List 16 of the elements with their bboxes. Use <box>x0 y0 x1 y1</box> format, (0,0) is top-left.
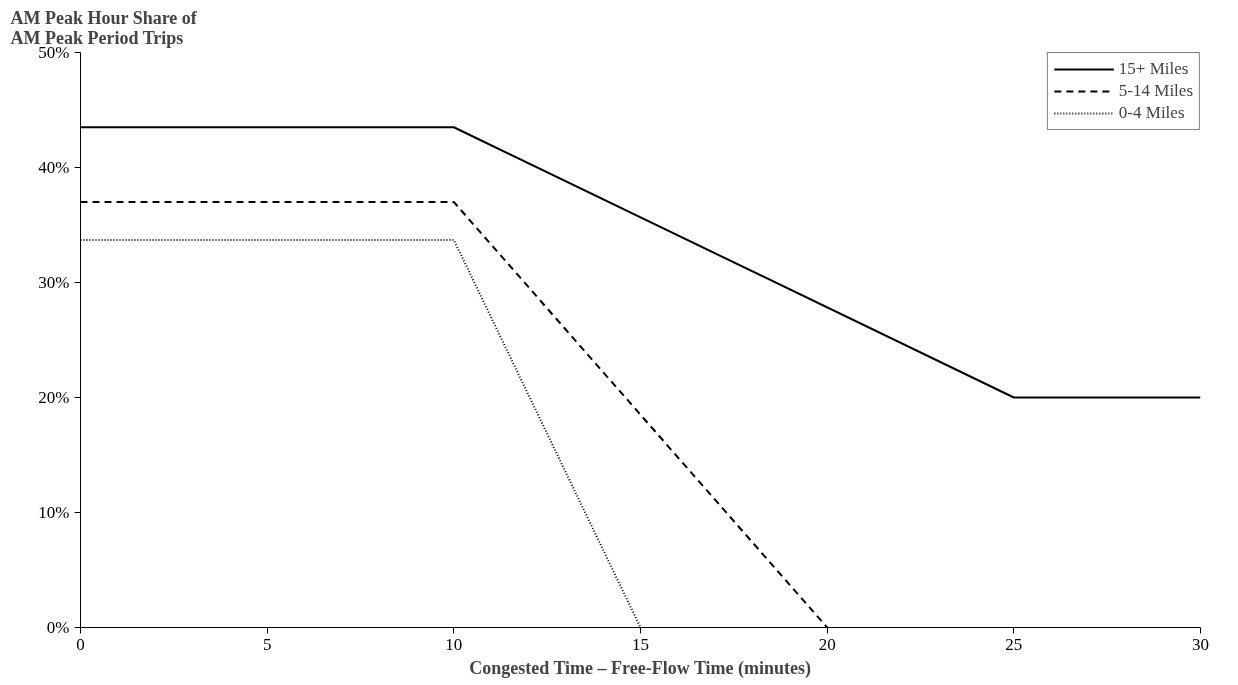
y-tick-label: 40% <box>38 158 70 177</box>
x-tick-label: 5 <box>262 634 272 654</box>
x-tick-label: 20 <box>818 634 836 654</box>
y-tick-label: 10% <box>38 503 70 522</box>
x-tick-label: 0 <box>76 634 85 654</box>
x-tick-label: 15 <box>632 634 649 654</box>
x-tick-label: 25 <box>1005 634 1023 654</box>
y-tick-label: 0% <box>46 618 70 637</box>
legend-label: 15+ Miles <box>1118 59 1189 79</box>
y-tick-label: 20% <box>38 388 70 407</box>
x-axis-title: Congested Time – Free-Flow Time (minutes) <box>469 657 812 679</box>
y-tick-label: 30% <box>38 273 70 292</box>
legend-label: 5-14 Miles <box>1118 81 1193 101</box>
legend-label: 0-4 Miles <box>1118 103 1185 123</box>
x-tick-label: 30 <box>1192 634 1209 654</box>
x-tick-label: 10 <box>445 634 463 654</box>
